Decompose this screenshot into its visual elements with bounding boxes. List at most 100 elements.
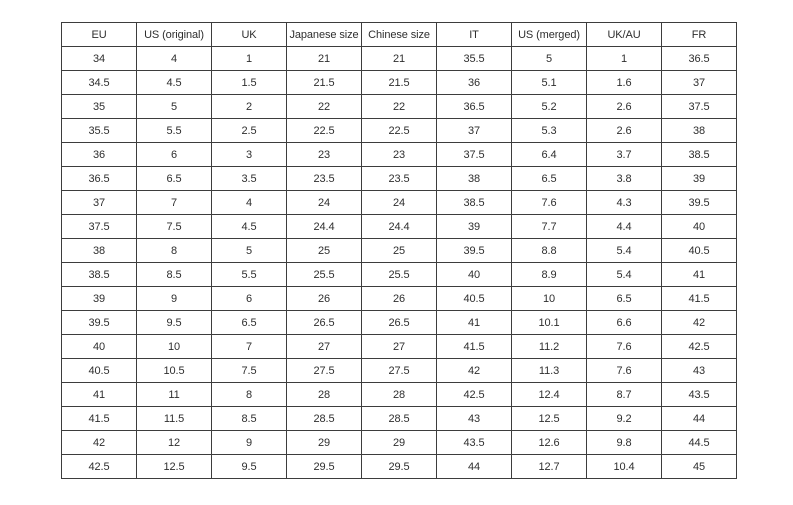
table-cell: 43: [436, 406, 512, 431]
table-cell: 41.5: [661, 286, 737, 311]
table-cell: 8.8: [511, 238, 587, 263]
table-cell: 8.7: [586, 382, 662, 407]
table-cell: 42: [61, 430, 137, 455]
table-cell: 39: [436, 214, 512, 239]
table-row: 36.5 6.5 3.5 23.5 23.5 38 6.5 3.8 39: [61, 166, 737, 191]
table-cell: 11: [136, 382, 212, 407]
table-cell: 7: [136, 190, 212, 215]
table-cell: 10.1: [511, 310, 587, 335]
table-cell: 25: [361, 238, 437, 263]
table-row: 39.5 9.5 6.5 26.5 26.5 41 10.1 6.6 42: [61, 310, 737, 335]
table-cell: 5.2: [511, 94, 587, 119]
table-cell: 40.5: [436, 286, 512, 311]
table-cell: 36: [61, 142, 137, 167]
table-cell: 12.5: [136, 454, 212, 479]
table-cell: 7.6: [586, 334, 662, 359]
table-cell: 6: [136, 142, 212, 167]
table-row: 38.5 8.5 5.5 25.5 25.5 40 8.9 5.4 41: [61, 262, 737, 287]
table-cell: 38: [436, 166, 512, 191]
column-header: Japanese size: [286, 22, 362, 47]
table-cell: 42: [661, 310, 737, 335]
table-cell: 39.5: [661, 190, 737, 215]
table-cell: 42.5: [661, 334, 737, 359]
table-cell: 24.4: [286, 214, 362, 239]
table-cell: 9.5: [211, 454, 287, 479]
table-row: 37 7 4 24 24 38.5 7.6 4.3 39.5: [61, 190, 737, 215]
table-cell: 5.3: [511, 118, 587, 143]
table-cell: 42.5: [436, 382, 512, 407]
table-cell: 36.5: [661, 46, 737, 71]
table-cell: 43.5: [661, 382, 737, 407]
table-cell: 5: [511, 46, 587, 71]
table-cell: 4.5: [136, 70, 212, 95]
table-cell: 6.4: [511, 142, 587, 167]
table-body: 34 4 1 21 21 35.5 5 1 36.5 34.5 4.5 1.5 21.5 21.5 36 5.…: [61, 46, 737, 479]
table-cell: 29.5: [361, 454, 437, 479]
table-cell: 7: [211, 334, 287, 359]
table-row: 34.5 4.5 1.5 21.5 21.5 36 5.1 1.6 37: [61, 70, 737, 95]
column-header: EU: [61, 22, 137, 47]
table-cell: 37: [436, 118, 512, 143]
table-cell: 42: [436, 358, 512, 383]
table-cell: 27: [286, 334, 362, 359]
table-cell: 12.6: [511, 430, 587, 455]
table-cell: 6.5: [211, 310, 287, 335]
table-cell: 21: [286, 46, 362, 71]
table-cell: 44: [436, 454, 512, 479]
table-cell: 28: [361, 382, 437, 407]
table-row: 35 5 2 22 22 36.5 5.2 2.6 37.5: [61, 94, 737, 119]
table-cell: 29: [361, 430, 437, 455]
table-cell: 23: [361, 142, 437, 167]
table-cell: 26: [361, 286, 437, 311]
table-cell: 21.5: [286, 70, 362, 95]
column-header: UK/AU: [586, 22, 662, 47]
table-cell: 24: [286, 190, 362, 215]
table-cell: 6: [211, 286, 287, 311]
table-cell: 38.5: [436, 190, 512, 215]
table-cell: 2.6: [586, 118, 662, 143]
table-cell: 6.5: [586, 286, 662, 311]
table-cell: 28: [286, 382, 362, 407]
table-cell: 21: [361, 46, 437, 71]
table-cell: 43.5: [436, 430, 512, 455]
table-cell: 36.5: [61, 166, 137, 191]
table-cell: 34: [61, 46, 137, 71]
table-row: 35.5 5.5 2.5 22.5 22.5 37 5.3 2.6 38: [61, 118, 737, 143]
table-cell: 1: [211, 46, 287, 71]
table-cell: 4: [136, 46, 212, 71]
table-cell: 1.6: [586, 70, 662, 95]
table-row: 36 6 3 23 23 37.5 6.4 3.7 38.5: [61, 142, 737, 167]
table-row: 42 12 9 29 29 43.5 12.6 9.8 44.5: [61, 430, 737, 455]
table-cell: 35.5: [436, 46, 512, 71]
table-row: 41.5 11.5 8.5 28.5 28.5 43 12.5 9.2 44: [61, 406, 737, 431]
table-cell: 39: [661, 166, 737, 191]
table-cell: 23.5: [361, 166, 437, 191]
column-header: Chinese size: [361, 22, 437, 47]
table-cell: 22.5: [361, 118, 437, 143]
table-cell: 11.5: [136, 406, 212, 431]
table-cell: 9: [136, 286, 212, 311]
table-row: 37.5 7.5 4.5 24.4 24.4 39 7.7 4.4 40: [61, 214, 737, 239]
table-cell: 3.5: [211, 166, 287, 191]
table-cell: 5.4: [586, 238, 662, 263]
table-cell: 12: [136, 430, 212, 455]
table-cell: 8: [211, 382, 287, 407]
table-row: 34 4 1 21 21 35.5 5 1 36.5: [61, 46, 737, 71]
table-cell: 3.8: [586, 166, 662, 191]
table-row: 40 10 7 27 27 41.5 11.2 7.6 42.5: [61, 334, 737, 359]
table-cell: 5.5: [136, 118, 212, 143]
table-row: 39 9 6 26 26 40.5 10 6.5 41.5: [61, 286, 737, 311]
table-cell: 12.7: [511, 454, 587, 479]
table-cell: 1.5: [211, 70, 287, 95]
table-cell: 26: [286, 286, 362, 311]
table-cell: 39.5: [436, 238, 512, 263]
table-cell: 25: [286, 238, 362, 263]
table-cell: 9.5: [136, 310, 212, 335]
table-cell: 11.3: [511, 358, 587, 383]
table-cell: 3: [211, 142, 287, 167]
table-cell: 28.5: [361, 406, 437, 431]
shoe-size-conversion-table: EU US (original) UK Japanese size Chinese si…: [61, 22, 737, 479]
table-header: EU US (original) UK Japanese size Chinese si…: [61, 22, 737, 47]
table-row: 40.5 10.5 7.5 27.5 27.5 42 11.3 7.6 43: [61, 358, 737, 383]
table-cell: 27: [361, 334, 437, 359]
